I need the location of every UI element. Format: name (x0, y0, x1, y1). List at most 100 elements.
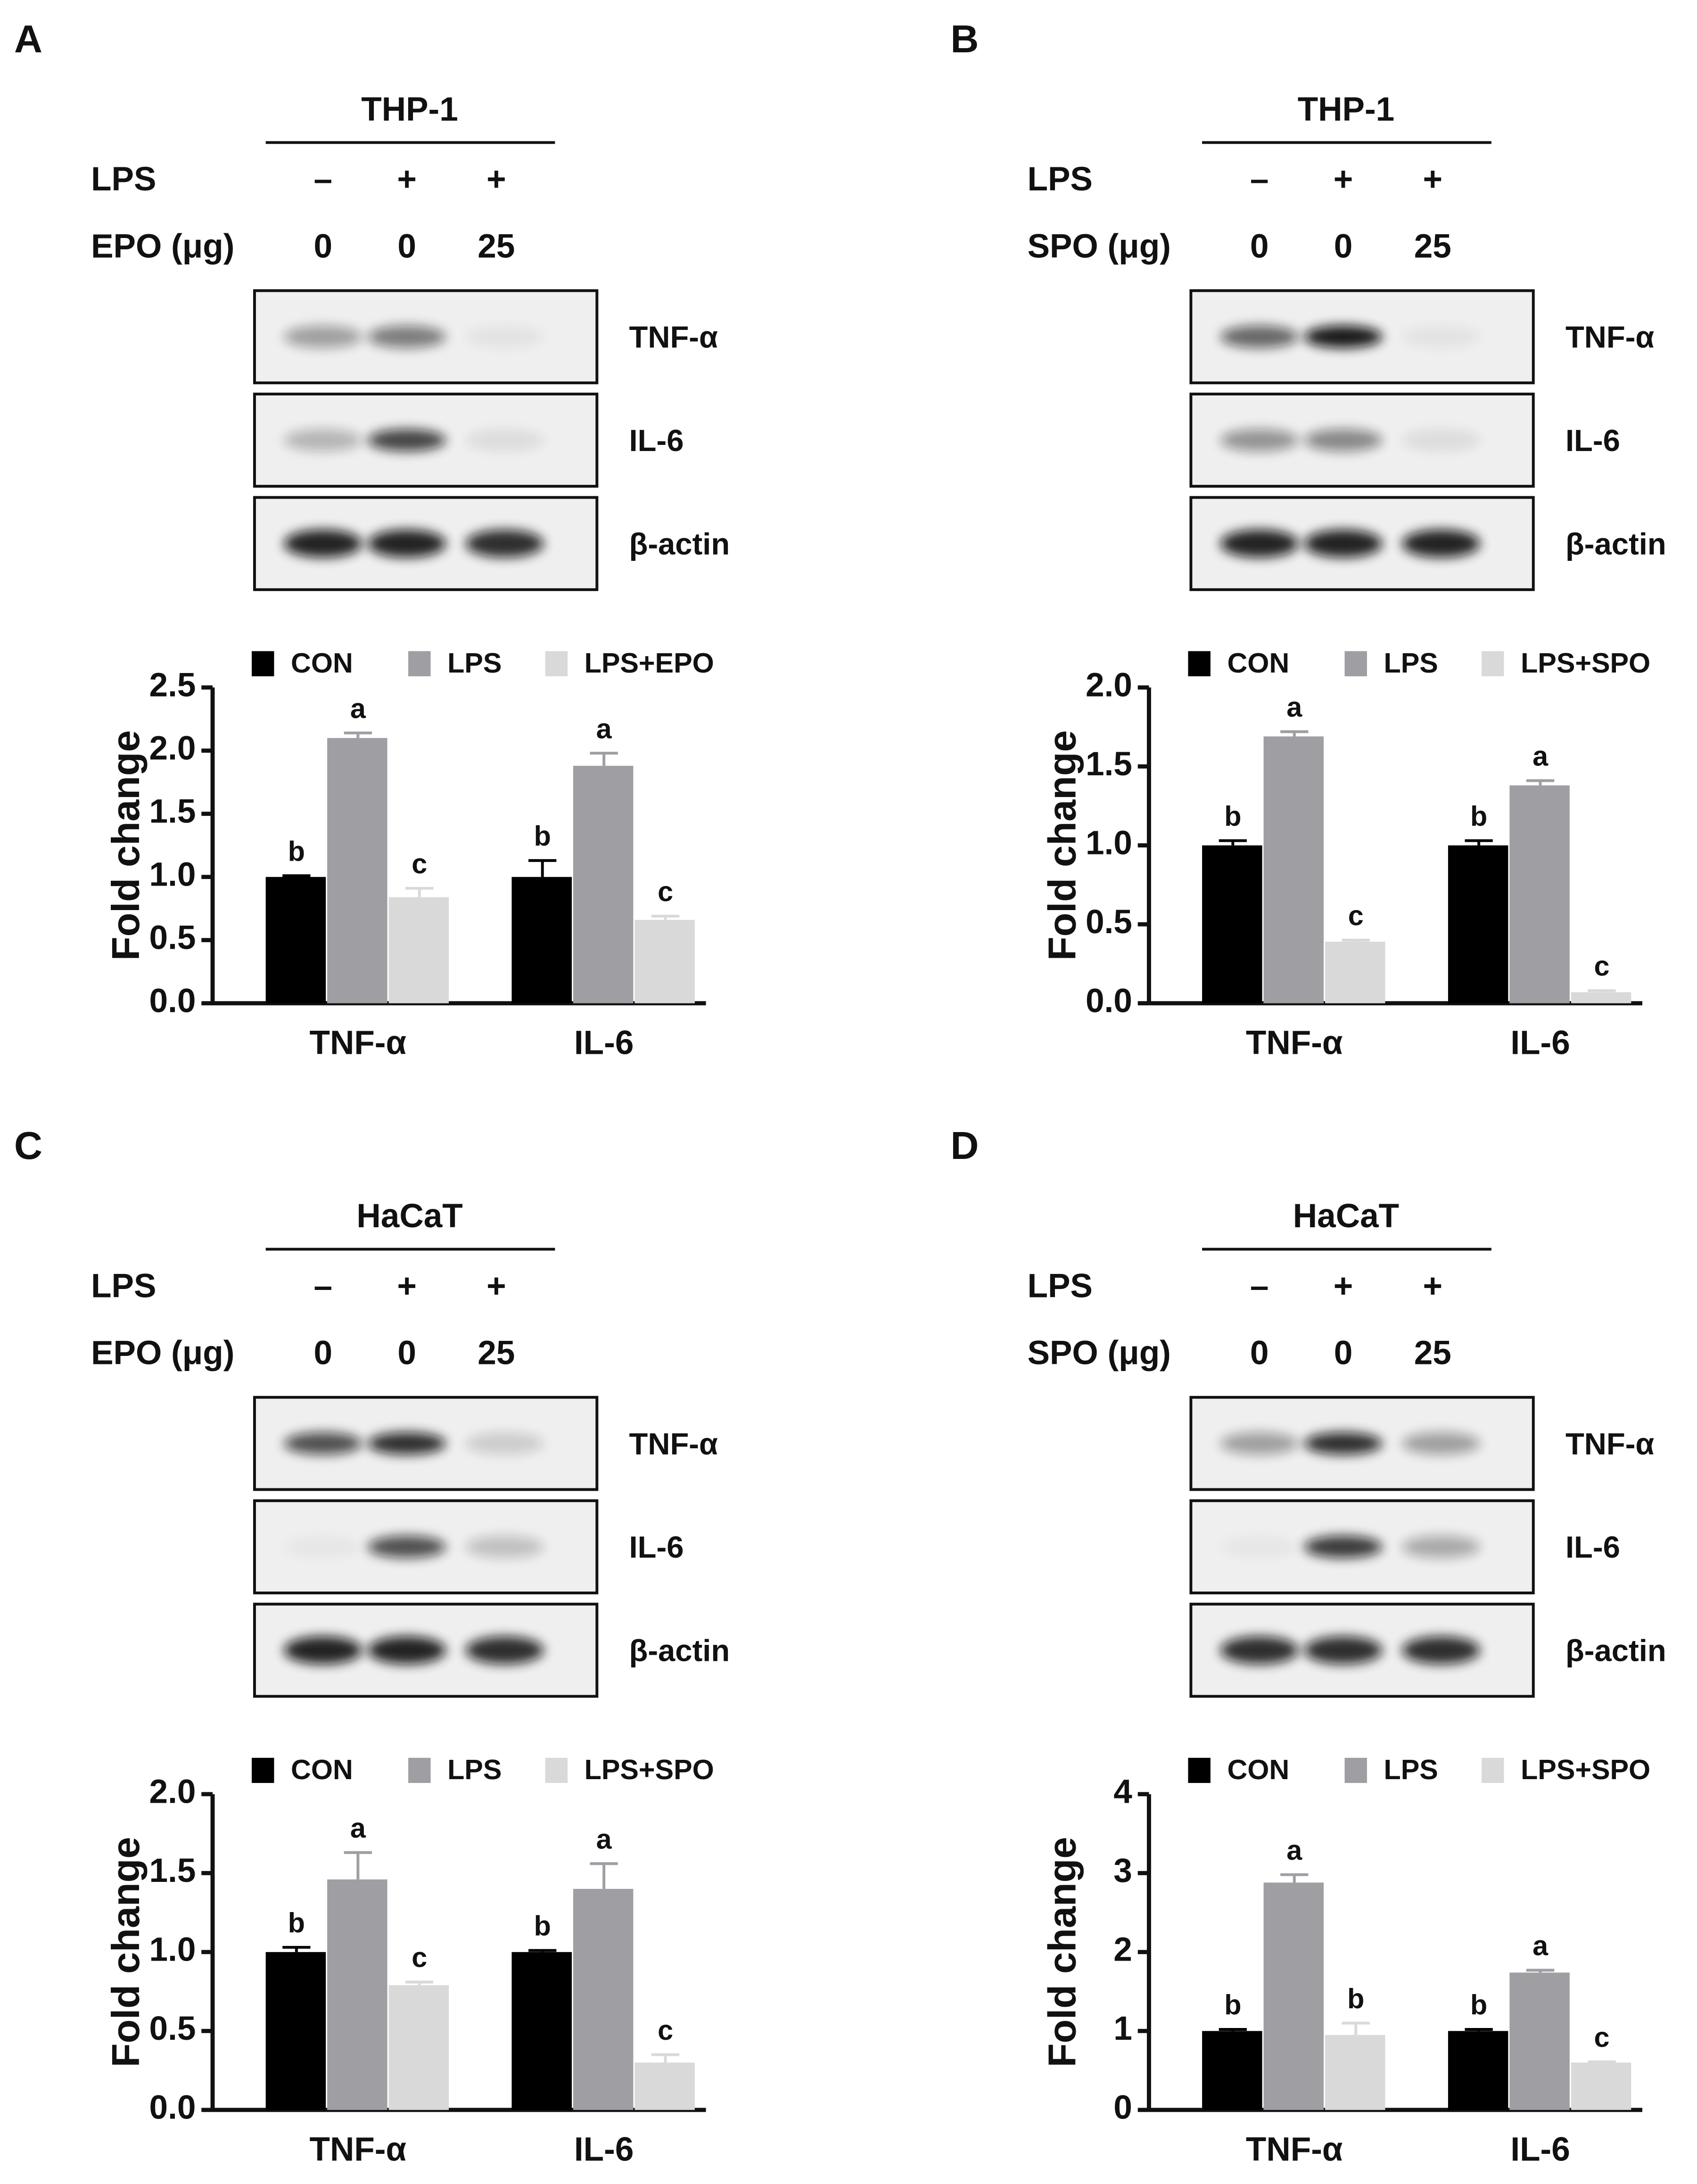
bar (1325, 2035, 1385, 2110)
significance-letter: b (1224, 1989, 1241, 2020)
significance-letter: b (1347, 1983, 1364, 2014)
legend-label: CON (291, 1754, 353, 1785)
blot-band (1220, 325, 1299, 348)
legend-label: LPS+SPO (1521, 647, 1650, 679)
y-tick-label: 0.0 (149, 2089, 196, 2127)
bar (1263, 736, 1324, 1003)
legend-swatch (545, 1757, 568, 1783)
blot-band (368, 529, 446, 558)
legend-swatch (252, 1757, 274, 1783)
panel-letter: C (14, 1124, 42, 1167)
panel-letter: A (14, 17, 42, 61)
lane-value: – (1250, 161, 1269, 198)
blot-band (1304, 325, 1383, 348)
panel-letter: B (950, 17, 979, 61)
y-axis-label: Fold change (104, 1837, 148, 2067)
blot-label: TNF-α (1565, 1427, 1655, 1461)
significance-letter: b (534, 1910, 551, 1942)
error-bar (344, 1851, 372, 1880)
blot-band (1220, 429, 1299, 452)
significance-letter: b (534, 820, 551, 852)
x-tick-label: TNF-α (1246, 2131, 1343, 2168)
blot-band (368, 1636, 446, 1665)
x-tick-label: IL-6 (1510, 1024, 1570, 1061)
lane-value: + (486, 1267, 506, 1305)
significance-letter: b (288, 1907, 305, 1938)
bar (1325, 942, 1385, 1003)
blot-band (465, 1535, 544, 1558)
blot-label: TNF-α (1565, 320, 1655, 354)
y-axis-label: Fold change (1040, 1837, 1084, 2067)
legend-swatch (1188, 651, 1211, 676)
lane-value: 0 (1334, 1335, 1353, 1372)
significance-letter: a (1532, 740, 1549, 772)
y-tick-label: 0 (1113, 2089, 1132, 2127)
bar (573, 765, 634, 1003)
y-tick-label: 1.5 (149, 793, 196, 830)
significance-letter: b (1470, 800, 1487, 832)
legend-label: LPS (1384, 647, 1438, 679)
error-bar (282, 1946, 311, 1952)
error-bar (1219, 2028, 1247, 2031)
lane-value: + (1423, 1267, 1443, 1305)
y-tick-label: 0.5 (149, 920, 196, 957)
panel: B THP-1 LPS – + + SPO (μg) 0 0 25 TNF-α IL-6 β-actin… (950, 17, 1666, 1062)
y-tick-label: 0.5 (1086, 903, 1132, 941)
bar (1509, 785, 1570, 1003)
significance-letter: c (1594, 2021, 1610, 2053)
y-tick-label: 3 (1113, 1852, 1132, 1889)
error-bar (1588, 2060, 1616, 2063)
y-tick-label: 2.0 (149, 1773, 196, 1811)
blot-band (1220, 529, 1299, 558)
panel-letter: D (950, 1124, 979, 1167)
y-axis-label: Fold change (104, 730, 148, 961)
blot-label: IL-6 (1565, 423, 1620, 458)
blot-band (1402, 1432, 1481, 1455)
blot-band (284, 529, 362, 558)
lane-value: 0 (1250, 1335, 1269, 1372)
blot-band (1304, 1432, 1383, 1455)
bar (265, 877, 326, 1003)
legend-label: LPS+EPO (585, 647, 714, 679)
panel: A THP-1 LPS – + + EPO (μg) 0 0 25 TNF-α IL-6 β-actin… (14, 17, 730, 1062)
significance-letter: c (412, 1942, 427, 1973)
lane-value: 25 (478, 228, 515, 265)
error-bar (1219, 839, 1247, 846)
significance-letter: a (1286, 1834, 1302, 1866)
y-tick-label: 1.0 (149, 856, 196, 894)
bar (511, 1952, 572, 2110)
x-tick-label: IL-6 (574, 1024, 634, 1061)
y-tick-label: 2.5 (149, 666, 196, 704)
significance-letter: c (658, 2014, 673, 2046)
legend-swatch (408, 1757, 431, 1783)
significance-letter: a (596, 1823, 612, 1855)
significance-letter: b (1224, 800, 1241, 832)
significance-letter: c (658, 876, 673, 907)
error-bar (590, 752, 618, 766)
bar (327, 1879, 387, 2110)
bar (1448, 2031, 1508, 2110)
x-tick-label: TNF-α (1246, 1024, 1343, 1061)
bar (1571, 2062, 1631, 2110)
x-tick-label: TNF-α (309, 2131, 406, 2168)
treatment-label: EPO (μg) (91, 1335, 234, 1372)
bar (327, 738, 387, 1003)
significance-letter: a (596, 713, 612, 744)
legend-label: LPS+SPO (1521, 1754, 1650, 1785)
blot-band (1220, 1535, 1299, 1558)
legend-swatch (545, 651, 568, 676)
blot-band (1402, 529, 1481, 558)
treatment-label: LPS (1027, 1267, 1092, 1305)
legend-swatch (1344, 1757, 1367, 1783)
blot-band (284, 1636, 362, 1665)
lane-value: + (1423, 161, 1443, 198)
lane-value: – (313, 1267, 332, 1305)
blot-band (284, 1535, 362, 1558)
error-bar (344, 731, 372, 738)
error-bar (528, 1949, 557, 1952)
y-tick-label: 2.0 (149, 730, 196, 767)
blot-label: IL-6 (629, 423, 684, 458)
y-tick-label: 1.0 (149, 1931, 196, 1969)
blot-band (465, 325, 544, 348)
